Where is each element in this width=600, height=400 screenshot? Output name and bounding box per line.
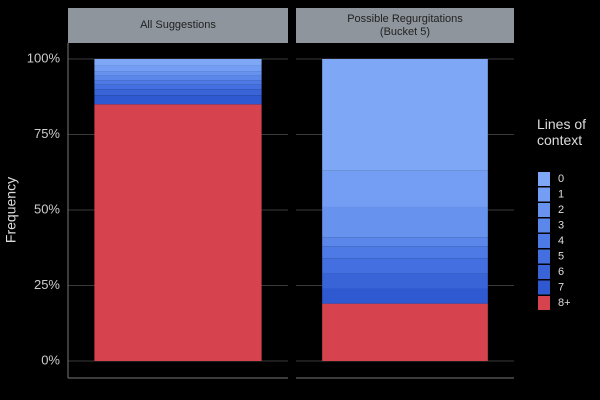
legend-title: Lines of context — [537, 116, 587, 148]
bar-segment — [94, 89, 262, 96]
legend-label: 2 — [558, 204, 564, 216]
bar-segment — [94, 59, 262, 66]
bar-segment — [322, 237, 488, 247]
legend-key — [538, 234, 550, 248]
bar-segment — [94, 104, 262, 362]
bar-segment — [94, 80, 262, 85]
legend-label: 6 — [558, 266, 564, 278]
legend-key — [538, 280, 550, 295]
bar-segment — [322, 59, 488, 171]
bar-segment — [94, 84, 262, 90]
bar-segment — [322, 303, 488, 361]
bar-segment — [94, 75, 262, 81]
legend-label: 3 — [558, 219, 564, 231]
legend-key — [538, 249, 550, 264]
y-tick-label: 25% — [34, 277, 60, 292]
bar-segment — [322, 288, 488, 304]
legend-label: 8+ — [558, 297, 571, 309]
bar-segment — [322, 206, 488, 238]
facet-label: Possible Regurgitations (Bucket 5) — [296, 8, 514, 43]
y-tick-label: 0% — [41, 352, 60, 367]
y-tick-label: 100% — [27, 50, 61, 65]
bar-segment — [94, 95, 262, 105]
bar-segment — [94, 65, 262, 72]
facet-label: All Suggestions — [68, 8, 288, 43]
bar-segment — [322, 246, 488, 259]
legend-label: 0 — [558, 173, 564, 185]
legend-key — [538, 203, 550, 217]
bar-segment — [322, 273, 488, 289]
y-axis-title: Frequency — [3, 177, 19, 243]
legend-key — [538, 187, 550, 202]
legend-key — [538, 218, 550, 233]
legend-key — [538, 296, 550, 310]
bar-segment — [322, 170, 488, 207]
legend-label: 1 — [558, 188, 564, 200]
legend-key — [538, 265, 550, 279]
y-tick-label: 50% — [34, 201, 60, 216]
legend-label: 7 — [558, 281, 564, 293]
bar-segment — [322, 258, 488, 274]
legend-label: 5 — [558, 250, 564, 262]
legend-key — [538, 172, 550, 186]
y-tick-label: 75% — [34, 126, 60, 141]
legend-label: 4 — [558, 235, 564, 247]
bar-segment — [94, 71, 262, 76]
